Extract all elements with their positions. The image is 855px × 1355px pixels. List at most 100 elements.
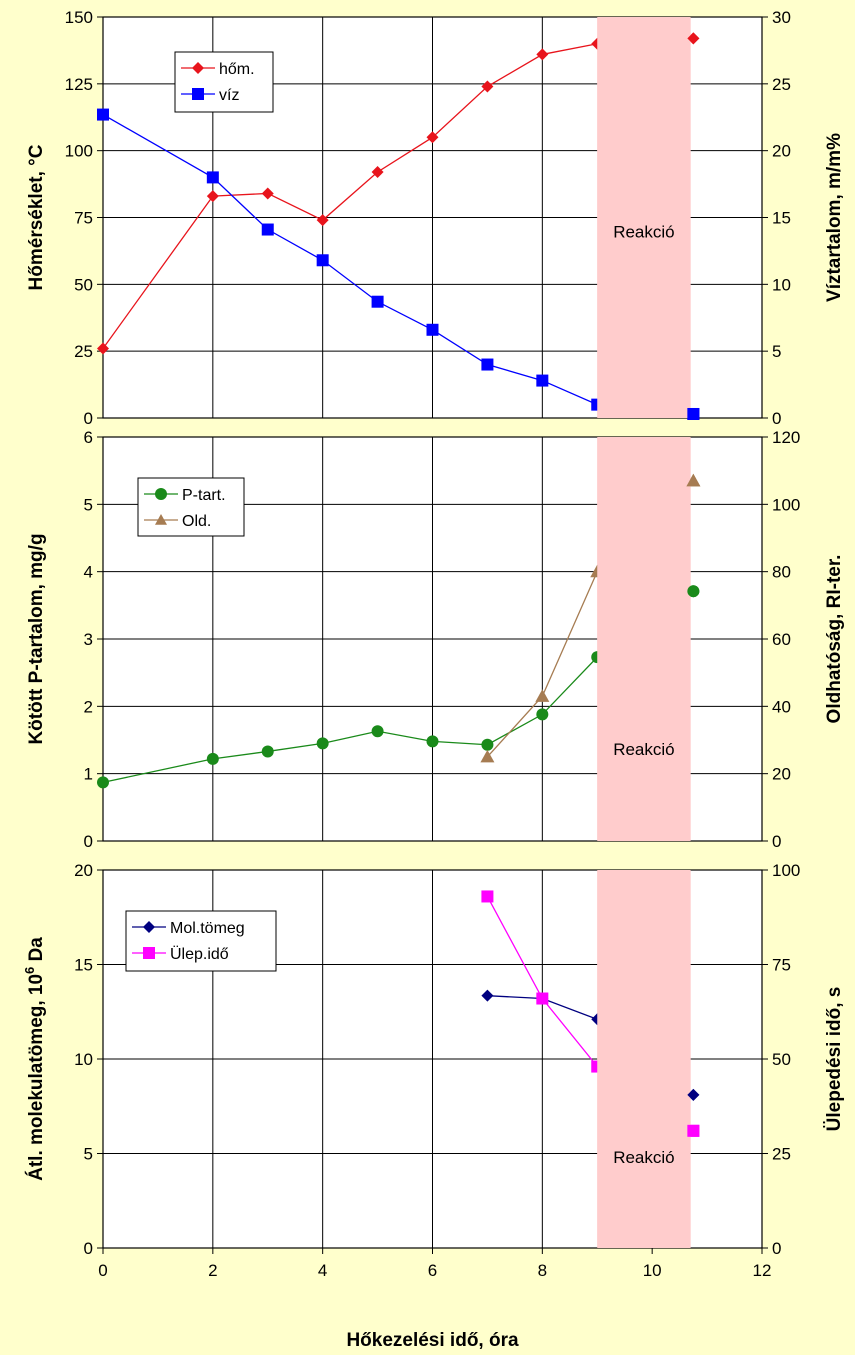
data-point (97, 776, 109, 789)
y-right-tick-label: 75 (772, 956, 791, 975)
data-point (97, 342, 109, 355)
y-left-tick-label: 5 (84, 1145, 93, 1164)
y-right-tick-label: 20 (772, 142, 791, 161)
series-line (102, 37, 694, 349)
data-point (536, 992, 549, 1005)
legend: Mol.tömeg Ülep.idő (125, 910, 277, 972)
y-right-tick-label: 5 (772, 342, 781, 361)
reaction-band-label-overlay: Reakció (613, 223, 674, 242)
data-point (535, 689, 550, 702)
data-point (192, 88, 204, 100)
data-point (536, 374, 549, 387)
x-tick-label: 2 (208, 1261, 217, 1280)
data-point (155, 488, 167, 500)
legend-label: víz (219, 87, 239, 104)
y-left-tick-label: 6 (84, 428, 93, 447)
data-point (426, 131, 439, 144)
y-left-axis-title-exponent: 6 (22, 967, 37, 974)
x-axis-title: Hőkezelési idő, óra (346, 1330, 519, 1351)
y-left-axis-title: Kötött P-tartalom, mg/g (26, 533, 47, 744)
data-point (155, 514, 167, 525)
chart-panel-bottom: 0 5 10 15 20 0 25 50 75 100 0 2 4 6 8 10 12 Hőkezelési id… (22, 861, 845, 1351)
legend-box (174, 51, 274, 113)
x-tick-label: 12 (753, 1261, 772, 1280)
y-right-tick-label: 80 (772, 563, 791, 582)
legend-label: Mol.tömeg (170, 920, 245, 937)
data-point (206, 752, 219, 765)
y-right-tick-label: 0 (772, 409, 781, 428)
data-point (687, 32, 700, 45)
legend-box (125, 910, 277, 972)
data-point (687, 1124, 700, 1137)
y-left-tick-label: 5 (84, 495, 93, 514)
legend-label: Old. (182, 513, 211, 530)
data-point (687, 1088, 700, 1101)
data-point (143, 947, 155, 959)
series-line (102, 114, 694, 415)
legend: P-tart. Old. (137, 477, 245, 537)
data-point (426, 323, 439, 336)
data-point (206, 171, 219, 184)
y-left-tick-label: 10 (74, 1050, 93, 1069)
data-point (481, 738, 494, 751)
y-right-tick-label: 25 (772, 75, 791, 94)
data-point (316, 254, 329, 267)
data-point (481, 890, 494, 903)
data-point (143, 921, 155, 933)
data-point (371, 295, 384, 308)
y-right-tick-label: 10 (772, 275, 791, 294)
x-tick-label: 10 (643, 1261, 662, 1280)
series-line (102, 590, 694, 784)
y-right-tick-label: 25 (772, 1145, 791, 1164)
data-point (261, 223, 274, 236)
y-right-axis-title: Oldhatóság, RI-ter. (824, 555, 845, 724)
y-left-tick-label: 150 (65, 8, 93, 27)
data-point (371, 725, 384, 738)
y-right-tick-label: 40 (772, 697, 791, 716)
data-point (206, 190, 219, 203)
legend-label: P-tart. (182, 487, 226, 504)
data-point (687, 585, 700, 598)
y-left-tick-label: 4 (84, 563, 93, 582)
series-P-tart. (97, 585, 700, 789)
y-left-tick-label: 75 (74, 209, 93, 228)
y-right-tick-label: 50 (772, 1050, 791, 1069)
data-point (687, 407, 700, 420)
reaction-band-overlay (597, 870, 691, 1248)
legend: hőm. víz (174, 51, 274, 113)
y-left-axis-title-unit: Da (26, 937, 47, 967)
x-tick-label: 4 (318, 1261, 327, 1280)
legend-box (137, 477, 245, 537)
y-right-axis-title: Víztartalom, m/m% (824, 133, 845, 302)
data-point (481, 358, 494, 371)
y-left-tick-label: 50 (74, 275, 93, 294)
reaction-band-overlay (597, 17, 691, 418)
data-point (371, 166, 384, 179)
data-point (426, 735, 439, 748)
y-right-axis-title: Ülepedési idő, s (824, 987, 845, 1132)
y-right-tick-label: 0 (772, 1239, 781, 1258)
legend-label: hőm. (219, 61, 255, 78)
y-left-tick-label: 25 (74, 342, 93, 361)
x-tick-label: 8 (538, 1261, 547, 1280)
y-right-tick-label: 100 (772, 495, 800, 514)
series-víz (97, 108, 700, 420)
data-point (536, 708, 549, 721)
data-point (97, 108, 109, 121)
y-left-tick-label: 0 (84, 832, 93, 851)
y-left-axis-title: Átl. molekulatömeg, 106 Da (22, 937, 47, 1181)
y-right-tick-label: 0 (772, 832, 781, 851)
data-point (481, 80, 494, 93)
reaction-band-label-overlay: Reakció (613, 740, 674, 759)
y-right-tick-label: 20 (772, 765, 791, 784)
y-left-tick-label: 100 (65, 142, 93, 161)
x-tick-label: 6 (428, 1261, 437, 1280)
y-right-tick-label: 60 (772, 630, 791, 649)
x-tick-label: 0 (98, 1261, 107, 1280)
y-left-tick-label: 15 (74, 956, 93, 975)
data-point (192, 62, 204, 74)
y-right-tick-label: 100 (772, 861, 800, 880)
reaction-band-label-overlay: Reakció (613, 1148, 674, 1167)
